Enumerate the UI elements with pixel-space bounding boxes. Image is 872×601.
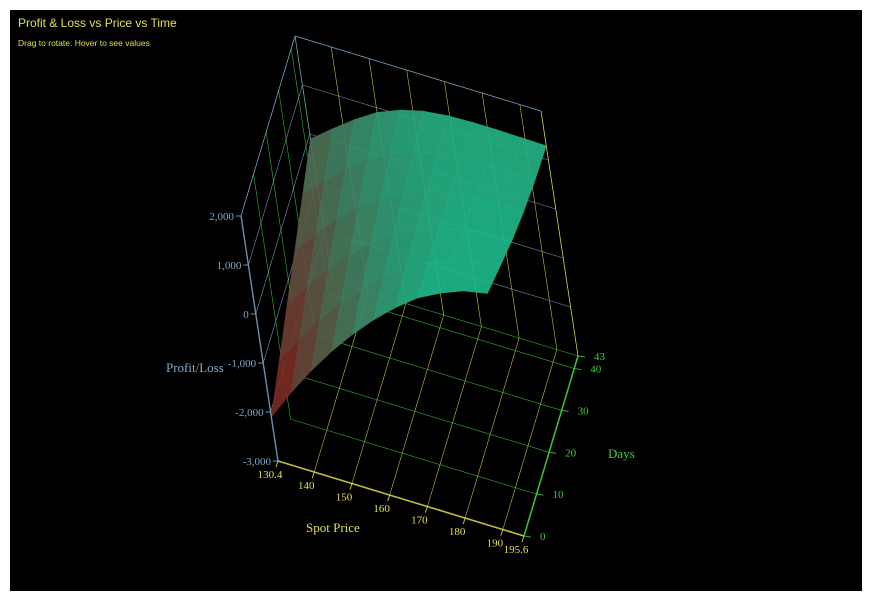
x-tick-label: 170	[411, 515, 428, 527]
box-edge	[240, 35, 296, 217]
box-edge	[540, 110, 579, 357]
floor-gridline	[290, 418, 537, 495]
chart-title: Profit & Loss vs Price vs Time	[18, 16, 177, 30]
box-edge	[294, 35, 542, 112]
y-tick-label: 43	[594, 351, 606, 363]
y-axis-line	[523, 355, 579, 537]
x-tick-mark	[349, 483, 353, 490]
z-tick-label: -2,000	[235, 407, 264, 419]
z-tick-label: -3,000	[243, 456, 272, 468]
y-tick-label: 0	[540, 531, 546, 543]
x-tick-label: 140	[298, 480, 315, 492]
left-wall-gridline	[255, 133, 311, 315]
y-tick-label: 20	[565, 447, 577, 459]
y-tick-mark	[523, 535, 532, 538]
floor-gridline	[303, 376, 550, 453]
x-tick-mark	[462, 517, 466, 525]
y-axis-label: Days	[608, 446, 635, 461]
plot-3d[interactable]: -3,000 -2,000 -1,000 0 1,000 2,000 130.4 140 150…	[10, 10, 862, 591]
x-tick-mark	[500, 529, 504, 536]
y-tick-label: 40	[590, 364, 602, 376]
x-tick-mark	[424, 506, 428, 513]
x-tick-label: 160	[373, 503, 390, 515]
x-tick-mark	[387, 494, 391, 502]
floor-gridline	[502, 349, 558, 530]
y-tick-label: 30	[578, 405, 590, 417]
x-tick-label: 150	[336, 492, 353, 504]
floor-gridline	[351, 303, 407, 484]
y-tick-mark	[561, 409, 569, 412]
surface-layer[interactable]	[270, 109, 547, 418]
axis-layer: -3,000 -2,000 -1,000 0 1,000 2,000 130.4 140 150…	[209, 211, 605, 556]
chart-subtitle: Drag to rotate. Hover to see values	[18, 38, 150, 48]
x-tick-mark	[311, 471, 315, 479]
x-tick-mark	[275, 460, 279, 468]
y-tick-mark	[549, 451, 557, 454]
x-axis-line	[277, 460, 525, 537]
chart-frame[interactable]: Profit & Loss vs Price vs Time Drag to r…	[10, 10, 862, 591]
z-tick-label: 0	[243, 309, 249, 321]
z-tick-label: 2,000	[209, 211, 234, 223]
y-tick-mark	[574, 368, 582, 371]
label-layer: Profit/Loss Spot Price Days	[166, 360, 635, 535]
y-tick-mark	[577, 355, 586, 358]
floor-gridline	[315, 335, 562, 411]
z-axis-line	[240, 215, 279, 462]
x-tick-label: 190	[487, 538, 504, 550]
x-axis-label: Spot Price	[306, 520, 360, 535]
surface-patch[interactable]	[463, 262, 501, 294]
x-tick-mark	[521, 535, 525, 543]
y-tick-label: 10	[553, 489, 565, 501]
floor-gridline	[389, 314, 444, 496]
x-tick-label: 195.6	[504, 544, 529, 556]
z-axis-label: Profit/Loss	[166, 360, 224, 375]
floor-gridline	[464, 337, 520, 519]
x-tick-label: 180	[449, 526, 466, 538]
x-tick-label: 130.4	[258, 469, 283, 481]
z-tick-label: -1,000	[228, 358, 257, 370]
z-tick-label: 1,000	[217, 260, 242, 272]
floor-gridline	[427, 326, 482, 507]
left-wall-gridline	[248, 84, 303, 266]
y-tick-mark	[536, 493, 544, 496]
